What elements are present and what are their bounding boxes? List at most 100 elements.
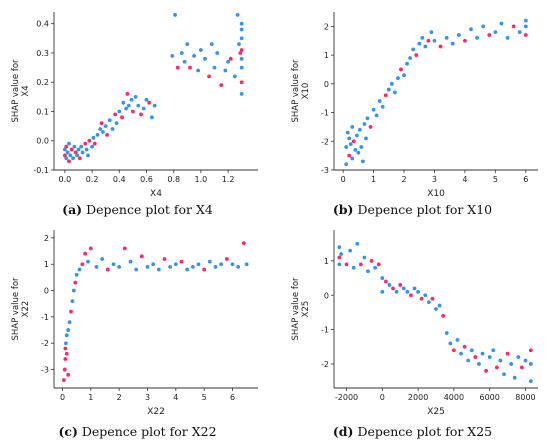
data-point — [153, 104, 157, 108]
data-point — [86, 260, 90, 264]
data-point — [65, 352, 69, 356]
data-point — [469, 27, 473, 31]
data-point — [378, 99, 382, 103]
data-point — [337, 256, 341, 260]
data-point — [516, 355, 520, 359]
data-point — [67, 159, 71, 163]
data-point — [347, 137, 351, 141]
data-point — [147, 101, 151, 105]
data-point — [73, 281, 77, 285]
x-tick-label: 0 — [380, 393, 385, 402]
data-point — [402, 286, 406, 290]
data-point — [63, 368, 67, 372]
data-point — [192, 54, 196, 58]
x-tick-label: -2000 — [335, 393, 358, 402]
data-point — [445, 331, 449, 335]
data-point — [398, 283, 402, 287]
data-point — [98, 127, 102, 131]
data-point — [68, 320, 72, 324]
x-tick-label: 8000 — [515, 393, 535, 402]
data-point — [488, 355, 492, 359]
caption-a-text: Depence plot for X4 — [86, 202, 213, 217]
x-tick-label: 1 — [371, 175, 376, 184]
data-point — [139, 113, 143, 117]
y-tick-label: -0.1 — [33, 166, 49, 175]
data-point — [423, 45, 427, 49]
data-point — [69, 310, 73, 314]
data-point — [219, 83, 223, 87]
data-point — [520, 365, 524, 369]
data-point — [369, 125, 373, 129]
data-point — [240, 80, 244, 84]
data-point — [208, 260, 212, 264]
data-point — [240, 92, 244, 96]
data-point — [95, 265, 99, 269]
caption-c-text: Depence plot for X22 — [82, 424, 217, 439]
data-point — [71, 299, 75, 303]
data-point — [434, 307, 438, 311]
data-point — [355, 242, 359, 246]
x-tick-label: 5 — [202, 393, 207, 402]
y-tick-label: 0.3 — [36, 49, 49, 58]
data-point — [237, 42, 241, 46]
data-point — [185, 268, 189, 272]
y-tick-label: 1 — [324, 51, 329, 60]
data-point — [509, 362, 513, 366]
data-point — [96, 133, 100, 137]
data-point — [524, 19, 528, 23]
data-point — [391, 286, 395, 290]
data-point — [231, 262, 235, 266]
data-point — [513, 376, 517, 380]
data-point — [89, 247, 93, 251]
data-point — [87, 139, 91, 143]
data-point — [142, 107, 146, 111]
data-point — [459, 352, 463, 356]
data-point — [134, 95, 138, 99]
data-point — [226, 60, 230, 64]
data-point — [93, 142, 97, 146]
data-point — [370, 259, 374, 263]
x-tick-label: 3 — [145, 393, 150, 402]
data-point — [188, 66, 192, 70]
data-point — [487, 33, 491, 37]
data-point — [68, 153, 72, 157]
data-point — [350, 125, 354, 129]
x-tick-label: 0 — [341, 175, 346, 184]
data-point — [411, 47, 415, 51]
data-point — [493, 30, 497, 34]
y-tick-label: 0.2 — [36, 78, 49, 87]
data-point — [358, 128, 362, 132]
data-point — [100, 121, 104, 125]
x-tick-label: 0.2 — [86, 175, 99, 184]
x-tick-label: 0 — [60, 393, 65, 402]
data-point — [105, 133, 109, 137]
data-point — [360, 145, 364, 149]
data-point — [402, 73, 406, 77]
data-point — [62, 378, 66, 382]
data-point — [466, 359, 470, 363]
data-point — [126, 92, 130, 96]
data-point — [75, 273, 79, 277]
data-point — [104, 124, 108, 128]
caption-d-text: Depence plot for X25 — [357, 424, 492, 439]
data-point — [500, 22, 504, 26]
data-point — [215, 51, 219, 55]
data-point — [347, 154, 351, 158]
y-tick-label: -2 — [321, 360, 329, 369]
data-point — [150, 115, 154, 119]
data-point — [92, 136, 96, 140]
data-point — [130, 98, 134, 102]
x-tick-label: 6 — [230, 393, 235, 402]
data-point — [380, 290, 384, 294]
data-point — [64, 341, 68, 345]
x-axis-label: X22 — [147, 407, 165, 417]
data-point — [129, 260, 133, 264]
caption-c-letter: (c) — [58, 424, 77, 439]
data-point — [345, 262, 349, 266]
data-point — [361, 159, 365, 163]
data-point — [499, 359, 503, 363]
data-point — [524, 33, 528, 37]
x-tick-label: 4000 — [444, 393, 464, 402]
data-point — [349, 142, 353, 146]
data-point — [79, 145, 83, 149]
